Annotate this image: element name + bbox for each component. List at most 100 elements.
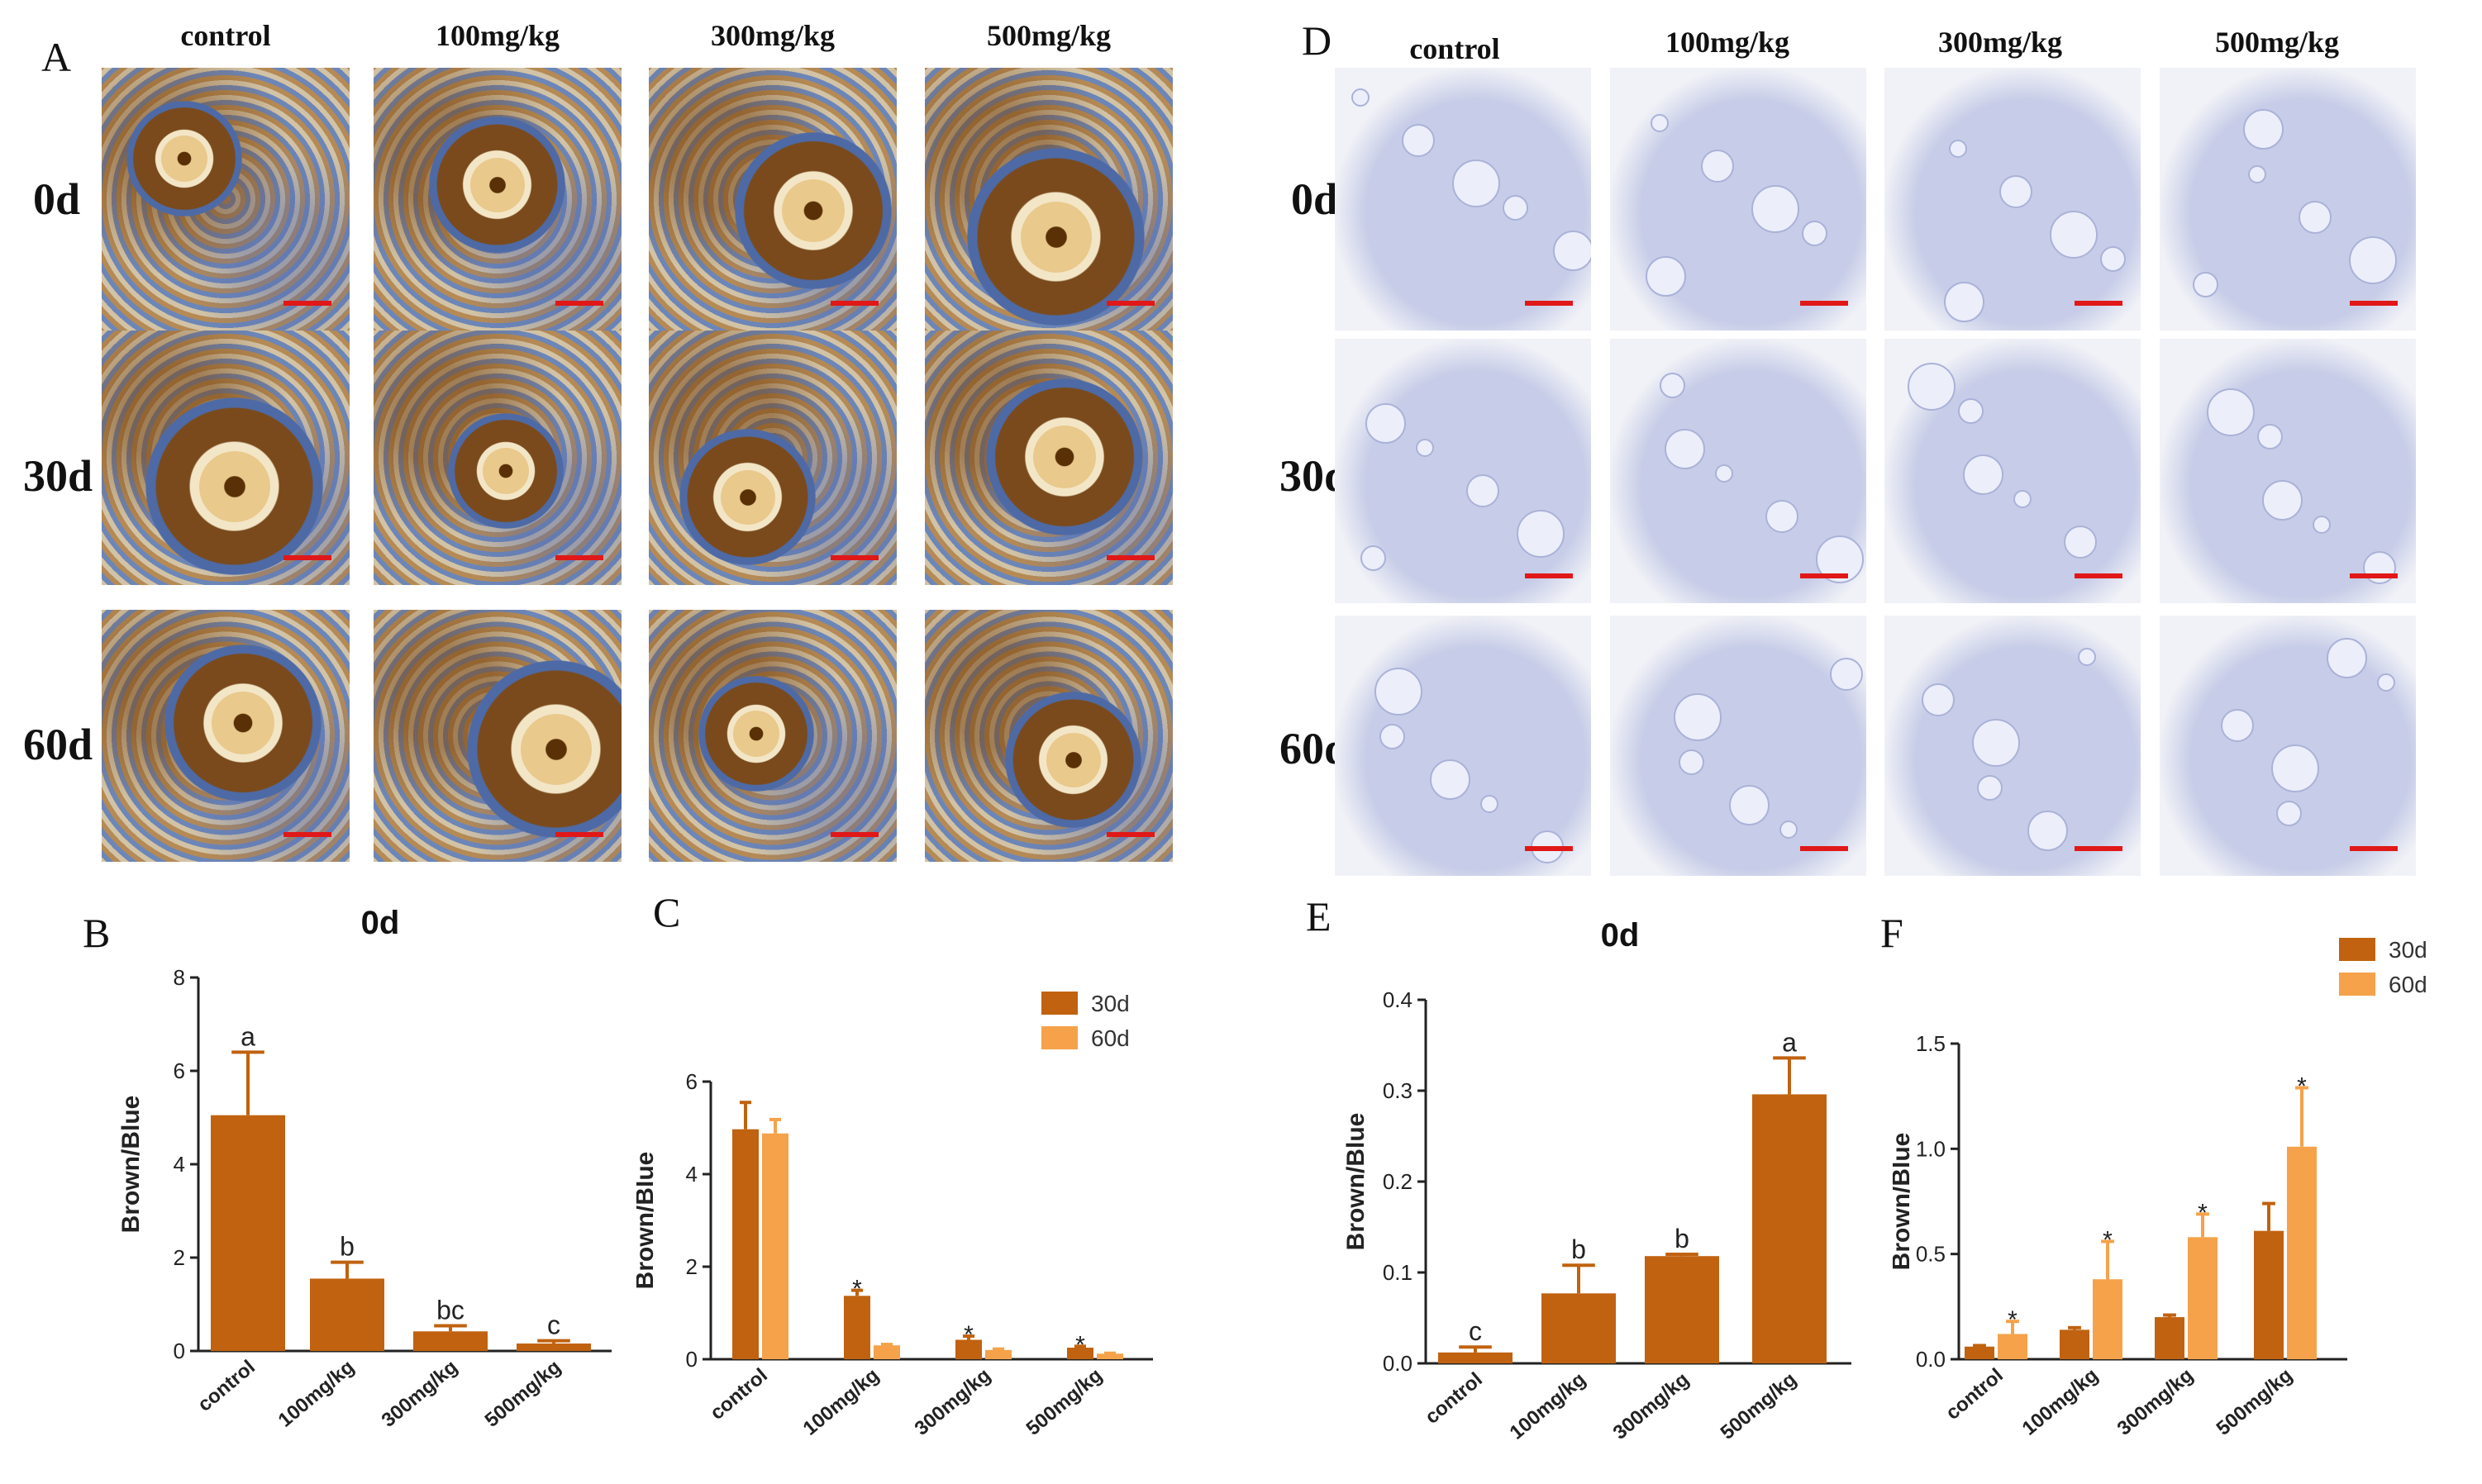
tissue-cavity <box>2050 211 2098 259</box>
bar-3 <box>517 1343 591 1351</box>
tissue-cavity <box>1922 683 1955 716</box>
tissue-cavity <box>1751 185 1799 233</box>
micrograph-a-0d-3 <box>925 68 1173 331</box>
tissue-cavity <box>1972 719 2020 767</box>
y-tick-label: 8 <box>174 965 185 990</box>
col-header-d-300: 300mg/kg <box>1937 26 2062 59</box>
col-header-a-300: 300mg/kg <box>710 19 835 52</box>
oocyte-shape <box>469 157 525 212</box>
y-axis-label: Brown/Blue <box>117 1096 145 1234</box>
tissue-cavity <box>1553 231 1591 271</box>
tissue-cavity <box>2078 648 2096 666</box>
oocyte-shape <box>212 692 274 754</box>
tissue-cavity <box>1430 759 1470 800</box>
scale-bar <box>2350 573 2398 578</box>
tissue-cavity <box>1466 474 1499 507</box>
tissue-cavity <box>1452 159 1500 207</box>
tissue-cavity <box>2299 201 2332 234</box>
micrograph-d-30d-1 <box>1610 339 1866 603</box>
tissue-cavity <box>1402 124 1435 157</box>
chart-f: 0.0 0.5 1.0 1.5 Brown/Blue * control * 100mg/kg *… <box>1893 937 2427 1440</box>
micrograph-d-60d-2 <box>1884 616 2141 876</box>
y-axis-label: Brown/Blue <box>1342 1113 1370 1251</box>
tissue-cavity <box>2262 480 2303 521</box>
tissue-cavity <box>2193 272 2218 297</box>
x-tick-label: 500mg/kg <box>1717 1368 1801 1444</box>
micrograph-d-0d-0 <box>1335 68 1591 331</box>
tissue-cavity <box>1765 500 1798 533</box>
scale-bar <box>1800 301 1848 306</box>
col-header-d-100: 100mg/kg <box>1665 26 1789 59</box>
tissue-cavity <box>2243 109 2284 150</box>
chart-title: 0d <box>361 905 400 941</box>
tissue-cavity <box>1379 724 1405 749</box>
row-header-a-30d: 30d <box>23 451 93 501</box>
tissue-cavity <box>2100 246 2126 272</box>
oocyte-shape <box>1046 732 1101 787</box>
legend-swatch-60d <box>2339 973 2375 996</box>
tissue-cavity <box>1908 363 1956 411</box>
col-header-d-control: control <box>1409 32 1500 65</box>
y-tick-label: 2 <box>686 1254 698 1279</box>
panel-label-d: D <box>1302 17 1332 64</box>
oocyte-shape <box>161 136 207 182</box>
tissue-cavity <box>1963 454 2003 495</box>
tissue-cavity <box>1416 439 1434 457</box>
row-header-a-0d: 0d <box>33 174 81 224</box>
scale-bar <box>283 555 331 560</box>
y-axis-label: Brown/Blue <box>1893 1133 1915 1271</box>
chart-e: 0.0 0.1 0.2 0.3 0.4 Brown/Blue 0d c control b 100m… <box>1342 917 1851 1444</box>
panel-label-f: F <box>1880 910 1903 956</box>
tissue-cavity <box>1944 282 1984 322</box>
tissue-cavity <box>1665 429 1705 469</box>
row-header-a-60d: 60d <box>23 720 93 769</box>
scale-bar <box>831 832 879 837</box>
scale-bar <box>831 301 879 306</box>
tissue-cavity <box>1802 221 1827 246</box>
bar-60d-0 <box>1998 1334 2027 1359</box>
y-tick-label: 0.3 <box>1383 1078 1413 1103</box>
tissue-cavity <box>1503 195 1528 221</box>
bar-60d-3 <box>2287 1146 2317 1359</box>
oocyte-shape <box>198 450 270 522</box>
scale-bar <box>1800 846 1848 851</box>
tissue-cavity <box>1374 668 1422 716</box>
micrograph-d-0d-3 <box>2160 68 2416 331</box>
chart-b: 0 2 4 6 8 Brown/Blue 0d a control b 100mg/kg bc 300m… <box>117 905 612 1432</box>
oocyte-shape <box>520 713 592 785</box>
significance-mark: * <box>2103 1226 2113 1253</box>
x-tick-label: 300mg/kg <box>2113 1364 2198 1440</box>
panel-label-b: B <box>83 910 111 956</box>
significance-mark: * <box>852 1276 862 1303</box>
bar-30d-0 <box>732 1129 759 1359</box>
bar-60d-0 <box>762 1133 788 1359</box>
bar-1 <box>310 1278 384 1351</box>
scale-bar <box>2350 301 2398 306</box>
micrograph-a-60d-1 <box>374 610 622 862</box>
tissue-cavity <box>2363 551 2396 584</box>
tissue-cavity <box>1646 256 1686 297</box>
bar-60d-1 <box>2093 1279 2122 1359</box>
oocyte-shape <box>1033 426 1096 488</box>
legend-swatch-60d <box>1041 1026 1078 1049</box>
y-tick-label: 0 <box>174 1339 185 1363</box>
col-header-d-500: 500mg/kg <box>2214 26 2339 59</box>
micrograph-d-0d-2 <box>1884 68 2141 331</box>
bar-30d-3 <box>1067 1348 1093 1359</box>
scale-bar <box>1800 573 1848 578</box>
y-tick-label: 0 <box>686 1347 698 1372</box>
tissue-cavity <box>2257 424 2283 449</box>
bar-60d-3 <box>1097 1353 1123 1359</box>
col-header-a-control: control <box>180 19 271 52</box>
tissue-cavity <box>2248 165 2266 183</box>
group-letter: c <box>547 1310 560 1340</box>
panel-label-a: A <box>41 34 72 80</box>
group-letter: bc <box>436 1295 464 1325</box>
bar-60d-1 <box>874 1345 900 1359</box>
scale-bar <box>831 555 879 560</box>
tissue-cavity <box>1779 820 1798 839</box>
chart-title: 0d <box>1601 917 1640 954</box>
tissue-cavity <box>1830 658 1863 691</box>
bar-30d-0 <box>1965 1346 1994 1359</box>
x-tick-label: 100mg/kg <box>2018 1364 2103 1440</box>
